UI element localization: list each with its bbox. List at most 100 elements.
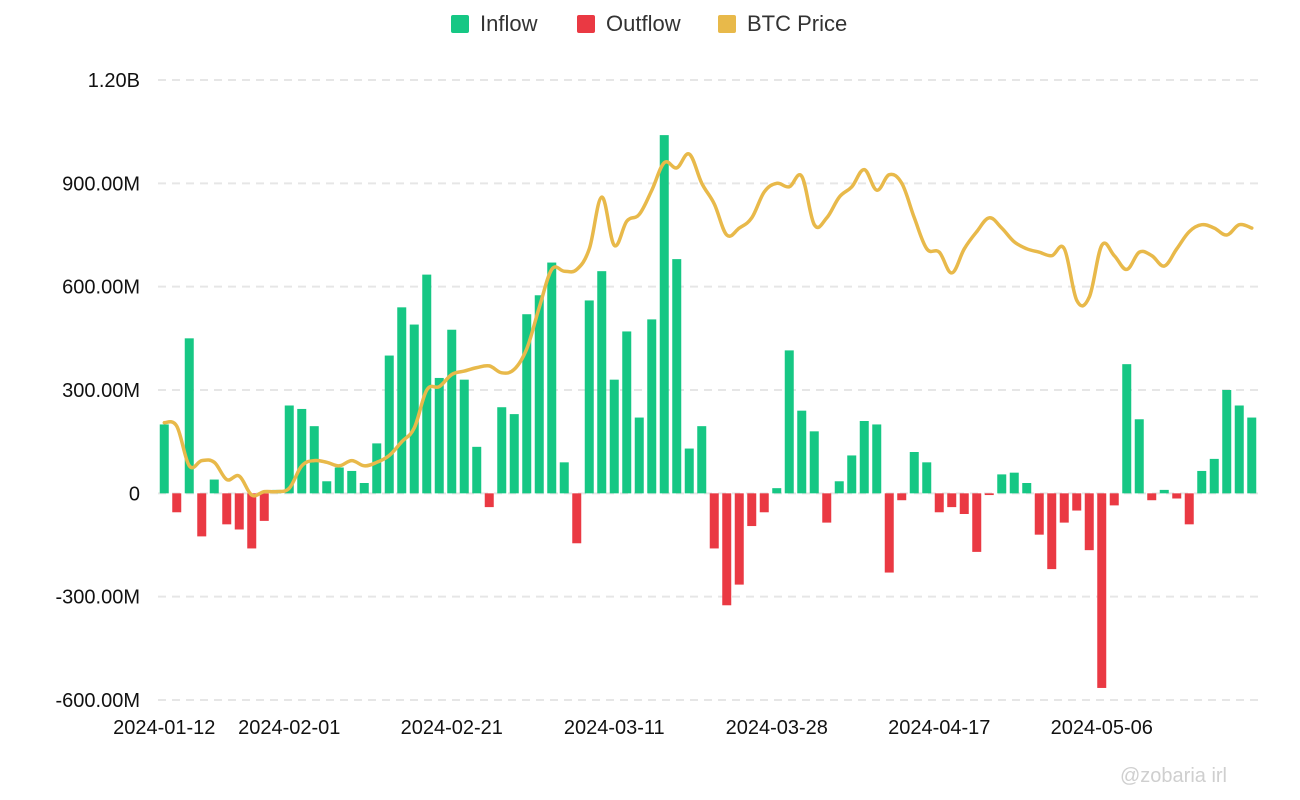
inflow-bar[interactable] xyxy=(684,448,694,494)
inflow-bar[interactable] xyxy=(634,417,644,494)
outflow-bar[interactable] xyxy=(734,493,744,585)
inflow-bar[interactable] xyxy=(659,135,669,494)
inflow-bar[interactable] xyxy=(547,262,557,494)
outflow-bar[interactable] xyxy=(709,493,719,549)
inflow-bar[interactable] xyxy=(1209,458,1219,494)
outflow-bar[interactable] xyxy=(197,493,207,537)
btc-price-series[interactable] xyxy=(162,152,1254,498)
legend-item-btc-price[interactable]: BTC Price xyxy=(718,11,847,36)
inflow-bar[interactable] xyxy=(1009,472,1019,494)
inflow-bar[interactable] xyxy=(672,259,682,494)
legend-item-outflow[interactable]: Outflow xyxy=(577,11,681,36)
inflow-bar[interactable] xyxy=(1122,364,1132,494)
inflow-bar[interactable] xyxy=(772,488,782,494)
inflow-bar[interactable] xyxy=(497,407,507,494)
outflow-bar[interactable] xyxy=(722,493,732,606)
inflow-bar[interactable] xyxy=(809,431,819,494)
x-tick-label: 2024-05-06 xyxy=(1051,717,1153,739)
outflow-bar[interactable] xyxy=(1109,493,1119,506)
outflow-bar[interactable] xyxy=(484,493,494,508)
outflow-bar[interactable] xyxy=(984,493,994,496)
outflow-bar[interactable] xyxy=(1172,493,1182,499)
outflow-bar[interactable] xyxy=(1034,493,1044,535)
outflow-bar[interactable] xyxy=(1147,493,1157,501)
legend-item-inflow[interactable]: Inflow xyxy=(451,11,538,36)
inflow-bar[interactable] xyxy=(697,426,707,494)
inflow-bar[interactable] xyxy=(334,467,344,494)
inflow-bar[interactable] xyxy=(1234,405,1244,494)
inflow-bar[interactable] xyxy=(384,355,394,494)
inflow-bar[interactable] xyxy=(847,455,857,494)
legend-swatch-btc-price xyxy=(718,15,736,33)
inflow-bar[interactable] xyxy=(647,319,657,494)
inflow-bar[interactable] xyxy=(1247,417,1257,494)
inflow-bar[interactable] xyxy=(609,379,619,494)
inflow-bar[interactable] xyxy=(447,329,457,494)
inflow-bar[interactable] xyxy=(347,470,357,494)
inflow-bar[interactable] xyxy=(509,414,519,494)
outflow-bar[interactable] xyxy=(234,493,244,530)
inflow-bar[interactable] xyxy=(409,324,419,494)
x-tick-label: 2024-01-12 xyxy=(113,717,215,739)
outflow-bar[interactable] xyxy=(1059,493,1069,523)
inflow-bar[interactable] xyxy=(459,379,469,494)
outflow-bar[interactable] xyxy=(247,493,257,549)
inflow-bar[interactable] xyxy=(184,338,194,494)
outflow-bar[interactable] xyxy=(759,493,769,513)
inflow-bar[interactable] xyxy=(422,274,432,494)
outflow-bar[interactable] xyxy=(822,493,832,523)
btc-price-line xyxy=(162,152,1254,498)
outflow-bar[interactable] xyxy=(1072,493,1082,511)
y-axis-ticks: 1.20B 900.00M 600.00M 300.00M 0 -300.00M -600.… xyxy=(56,70,141,712)
inflow-bar[interactable] xyxy=(1197,470,1207,494)
inflow-bar[interactable] xyxy=(297,408,307,494)
outflow-bar[interactable] xyxy=(947,493,957,508)
inflow-bar[interactable] xyxy=(1159,489,1169,494)
inflow-bar[interactable] xyxy=(472,446,482,494)
inflow-bar[interactable] xyxy=(359,483,369,494)
outflow-bar[interactable] xyxy=(222,493,232,525)
inflow-bar[interactable] xyxy=(1022,483,1032,494)
inflow-bar[interactable] xyxy=(597,271,607,494)
x-tick-label: 2024-04-17 xyxy=(888,717,990,739)
legend-label-btc-price: BTC Price xyxy=(747,11,847,36)
inflow-bar[interactable] xyxy=(559,462,569,494)
inflow-bar[interactable] xyxy=(434,377,444,494)
outflow-bar[interactable] xyxy=(884,493,894,573)
inflow-bar[interactable] xyxy=(209,479,219,494)
inflow-bar[interactable] xyxy=(322,481,332,494)
outflow-bar[interactable] xyxy=(747,493,757,527)
outflow-bar[interactable] xyxy=(1084,493,1094,551)
inflow-bar[interactable] xyxy=(872,424,882,494)
outflow-bar[interactable] xyxy=(1097,493,1107,688)
inflow-bar[interactable] xyxy=(859,421,869,494)
outflow-bar[interactable] xyxy=(1047,493,1057,570)
inflow-bar[interactable] xyxy=(372,443,382,494)
outflow-bar[interactable] xyxy=(572,493,582,544)
inflow-bar[interactable] xyxy=(284,405,294,494)
inflow-bar[interactable] xyxy=(834,481,844,494)
inflow-bar[interactable] xyxy=(784,350,794,494)
inflow-bar[interactable] xyxy=(397,307,407,494)
outflow-bar[interactable] xyxy=(972,493,982,552)
flow-bars xyxy=(159,135,1257,688)
inflow-bar[interactable] xyxy=(522,314,532,494)
inflow-bar[interactable] xyxy=(797,410,807,494)
inflow-bar[interactable] xyxy=(997,474,1007,494)
inflow-bar[interactable] xyxy=(584,300,594,494)
inflow-bar[interactable] xyxy=(1134,419,1144,494)
inflow-bar[interactable] xyxy=(622,331,632,494)
inflow-bar[interactable] xyxy=(159,424,169,494)
inflow-bar[interactable] xyxy=(922,462,932,494)
outflow-bar[interactable] xyxy=(1184,493,1194,525)
outflow-bar[interactable] xyxy=(959,493,969,514)
inflow-bar[interactable] xyxy=(534,295,544,494)
outflow-bar[interactable] xyxy=(259,493,269,521)
inflow-bar[interactable] xyxy=(909,452,919,494)
y-tick-label: 300.00M xyxy=(62,380,140,402)
outflow-bar[interactable] xyxy=(172,493,182,513)
inflow-bar[interactable] xyxy=(1222,390,1232,494)
outflow-bar[interactable] xyxy=(934,493,944,513)
outflow-bar[interactable] xyxy=(897,493,907,501)
